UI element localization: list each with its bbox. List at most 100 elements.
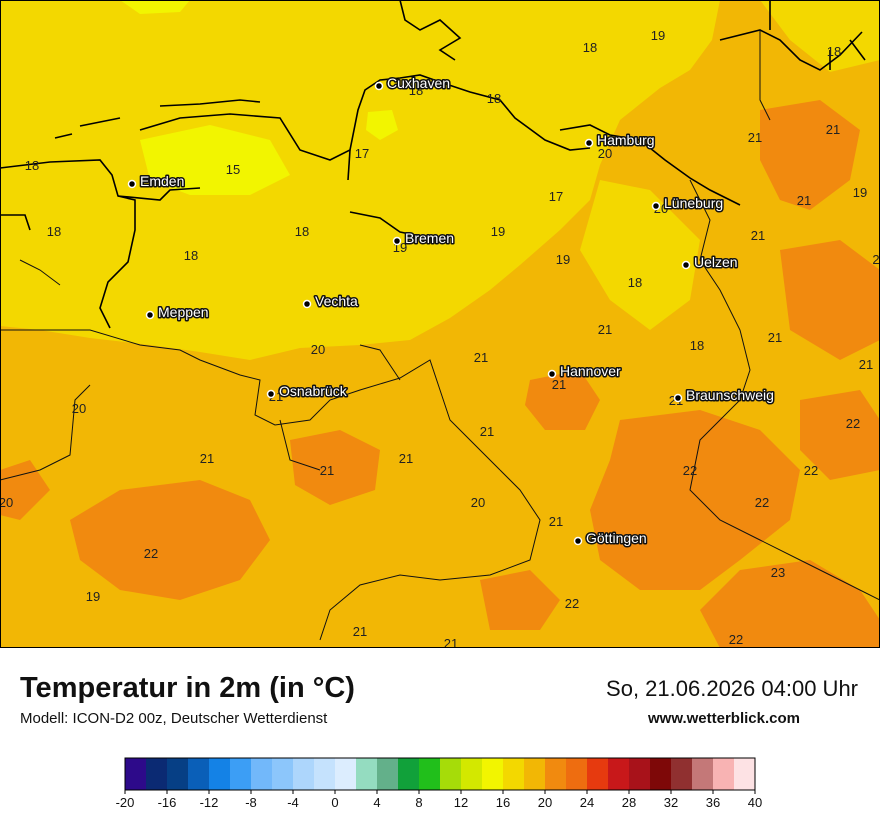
temperature-value-label: 22 bbox=[729, 632, 743, 647]
legend-tick-label: 36 bbox=[706, 795, 720, 810]
page-title: Temperatur in 2m (in °C) bbox=[20, 672, 355, 704]
temperature-value-label: 21 bbox=[768, 330, 782, 345]
city-name-label: Bremen bbox=[405, 230, 454, 246]
temperature-value-label: 18 bbox=[628, 275, 642, 290]
temperature-value-label: 18 bbox=[295, 224, 309, 239]
legend-tick-label: 0 bbox=[331, 795, 338, 810]
temperature-value-label: 20 bbox=[471, 495, 485, 510]
temperature-value-label: 22 bbox=[683, 463, 697, 478]
legend-color-bin bbox=[461, 758, 483, 790]
legend-color-bin bbox=[440, 758, 462, 790]
map-canvas: 18 19 18 18 18 21 21 17 20 18 15 17 21 19 20 18 18 19 21 19… bbox=[0, 0, 880, 648]
temperature-value-label: 18 bbox=[184, 248, 198, 263]
temperature-field-cool-spot bbox=[366, 110, 398, 140]
legend-color-bin bbox=[188, 758, 210, 790]
legend-color-bin bbox=[545, 758, 567, 790]
city-goettingen: Göttingen bbox=[573, 529, 648, 548]
temperature-value-label: 21 bbox=[474, 350, 488, 365]
temperature-value-label: 22 bbox=[804, 463, 818, 478]
city-dot-icon bbox=[302, 299, 312, 309]
temperature-value-label: 22 bbox=[144, 546, 158, 561]
legend-color-bin bbox=[734, 758, 756, 790]
city-lueneburg: Lüneburg bbox=[651, 194, 725, 213]
city-name-label: Cuxhaven bbox=[387, 75, 450, 91]
state-borders bbox=[0, 30, 880, 641]
legend-color-bin bbox=[482, 758, 504, 790]
temperature-value-label: 21 bbox=[399, 451, 413, 466]
temperature-value-label: 20 bbox=[311, 342, 325, 357]
temperature-value-label: 2 bbox=[872, 252, 879, 267]
legend-scale: -20 -16 -12 -8 -4 0 4 8 12 16 20 24 28 32 36 40 bbox=[116, 757, 762, 810]
temperature-map: 18 19 18 18 18 21 21 17 20 18 15 17 21 19 20 18 18 19 21 19… bbox=[0, 0, 880, 648]
legend-tick-label: 12 bbox=[454, 795, 468, 810]
temperature-value-label: 19 bbox=[853, 185, 867, 200]
temperature-value-label: 19 bbox=[556, 252, 570, 267]
legend-tick-label: 8 bbox=[415, 795, 422, 810]
legend-color-bin bbox=[125, 758, 147, 790]
temperature-value-label: 21 bbox=[748, 130, 762, 145]
temperature-value-label: 21 bbox=[859, 357, 873, 372]
legend-color-bin bbox=[146, 758, 168, 790]
legend-color-bin bbox=[209, 758, 231, 790]
temperature-value-label: 17 bbox=[549, 189, 563, 204]
city-dot-icon bbox=[673, 393, 683, 403]
legend-tick-label: 20 bbox=[538, 795, 552, 810]
city-dot-icon bbox=[145, 310, 155, 320]
legend-color-bin bbox=[272, 758, 294, 790]
city-dot-icon bbox=[374, 81, 384, 91]
legend-color-bin bbox=[419, 758, 441, 790]
temperature-value-label: 21 bbox=[826, 122, 840, 137]
website-link[interactable]: www.wetterblick.com bbox=[648, 710, 800, 727]
city-name-label: Osnabrück bbox=[279, 383, 348, 399]
legend-tick-label: 4 bbox=[373, 795, 380, 810]
legend-color-bin bbox=[629, 758, 651, 790]
temperature-value-label: 20 bbox=[0, 495, 13, 510]
temperature-field-coolest bbox=[140, 125, 290, 195]
legend-tick-label: 40 bbox=[748, 795, 762, 810]
city-dot-icon bbox=[547, 369, 557, 379]
city-name-label: Vechta bbox=[315, 293, 358, 309]
legend-color-bin bbox=[377, 758, 399, 790]
temperature-value-label: 21 bbox=[353, 624, 367, 639]
legend-tick-label: 16 bbox=[496, 795, 510, 810]
legend-color-bin bbox=[314, 758, 336, 790]
legend-color-bin bbox=[713, 758, 735, 790]
city-name-label: Hannover bbox=[560, 363, 621, 379]
temperature-value-label: 18 bbox=[827, 44, 841, 59]
legend-tick-label: -20 bbox=[116, 795, 135, 810]
city-dot-icon bbox=[651, 201, 661, 211]
city-dot-icon bbox=[266, 389, 276, 399]
temperature-value-label: 18 bbox=[690, 338, 704, 353]
legend-color-bin bbox=[335, 758, 357, 790]
legend-color-bin bbox=[356, 758, 378, 790]
temperature-value-label: 21 bbox=[480, 424, 494, 439]
temperature-value-label: 21 bbox=[444, 636, 458, 648]
city-name-label: Meppen bbox=[158, 304, 209, 320]
city-dot-icon bbox=[681, 260, 691, 270]
city-name-label: Lüneburg bbox=[664, 195, 723, 211]
city-dot-icon bbox=[392, 236, 402, 246]
temperature-value-label: 21 bbox=[552, 377, 566, 392]
temperature-value-label: 18 bbox=[409, 83, 423, 98]
legend-color-bin bbox=[671, 758, 693, 790]
temperature-labels: 18 19 18 18 18 21 21 17 20 18 15 17 21 19 20 18 18 19 21 19… bbox=[0, 28, 880, 648]
temperature-field-cool-spot-2 bbox=[120, 0, 190, 14]
legend-color-bin bbox=[566, 758, 588, 790]
temperature-value-label: 18 bbox=[583, 40, 597, 55]
city-markers: Cuxhaven Hamburg Emden Lüneburg Bremen Uelzen… bbox=[127, 74, 775, 548]
legend-color-bin bbox=[608, 758, 630, 790]
temperature-value-label: 19 bbox=[651, 28, 665, 43]
temperature-value-label: 18 bbox=[487, 91, 501, 106]
city-hamburg: Hamburg bbox=[584, 131, 656, 150]
temperature-value-label: 22 bbox=[565, 596, 579, 611]
temperature-value-label: 23 bbox=[771, 565, 785, 580]
temperature-value-label: 18 bbox=[47, 224, 61, 239]
temperature-field-cool-east bbox=[580, 180, 700, 330]
city-name-label: Hamburg bbox=[597, 132, 655, 148]
city-dot-icon bbox=[573, 536, 583, 546]
coastlines-borders bbox=[0, 0, 866, 329]
city-name-label: Emden bbox=[140, 173, 184, 189]
legend-color-bin bbox=[398, 758, 420, 790]
legend-color-bin bbox=[692, 758, 714, 790]
temperature-value-label: 21 bbox=[598, 322, 612, 337]
